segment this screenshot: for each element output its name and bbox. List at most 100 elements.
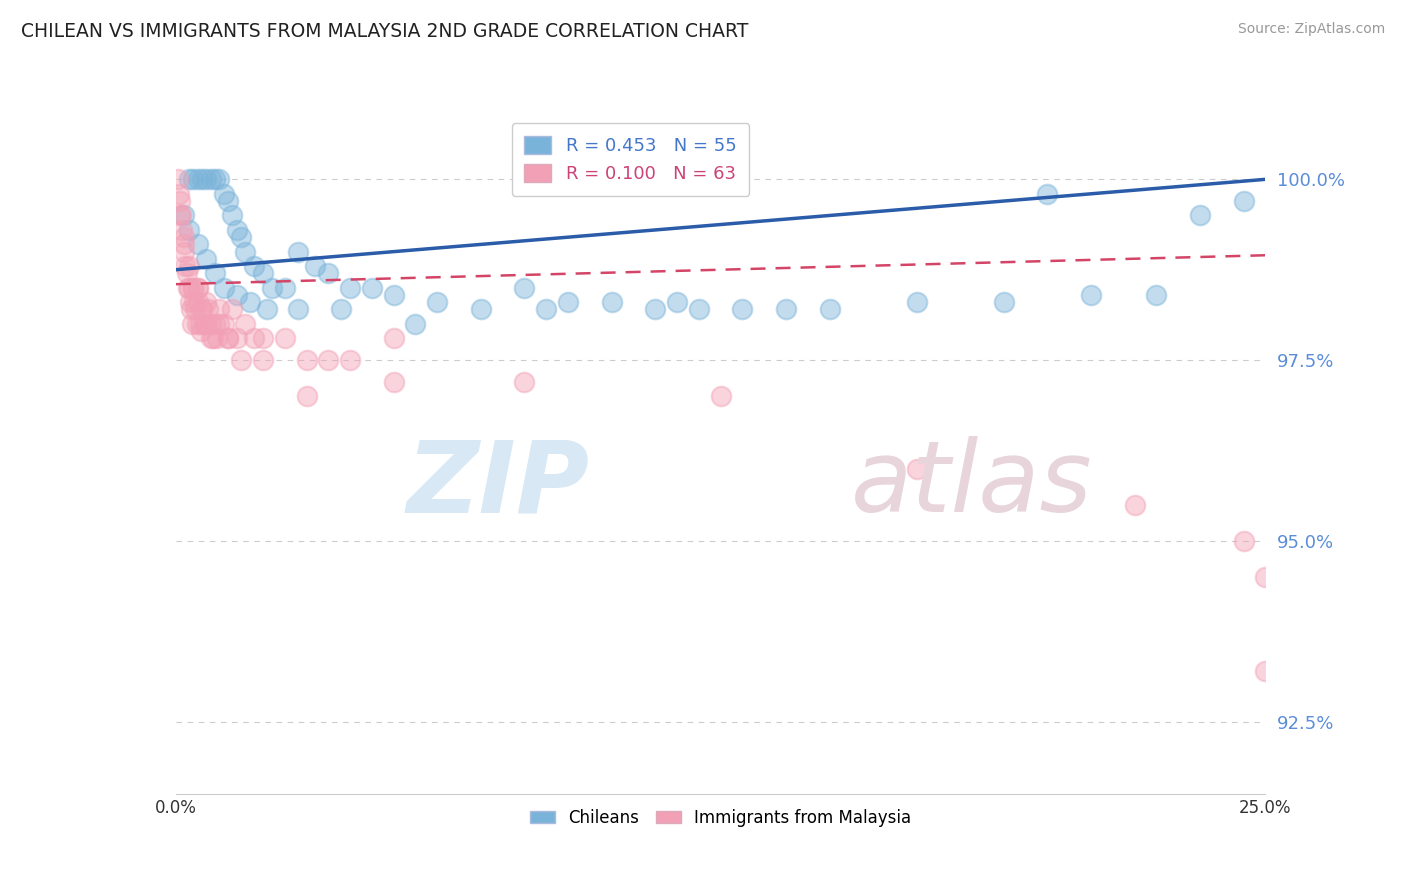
Point <box>382 375 405 389</box>
Point <box>186 281 209 295</box>
Point <box>195 317 218 331</box>
Point <box>180 302 202 317</box>
Point <box>710 389 733 403</box>
Point <box>181 172 204 186</box>
Text: ZIP: ZIP <box>406 436 591 533</box>
Point <box>179 295 201 310</box>
Point <box>173 244 195 259</box>
Point <box>205 331 228 345</box>
Point <box>184 302 207 317</box>
Point <box>666 295 689 310</box>
Point <box>274 331 297 345</box>
Point <box>470 302 492 317</box>
Point <box>177 223 200 237</box>
Point <box>339 281 361 295</box>
Point <box>688 302 710 317</box>
Point <box>1233 194 1256 208</box>
Point <box>200 172 222 186</box>
Point <box>243 259 266 273</box>
Point <box>177 259 200 273</box>
Point <box>169 194 191 208</box>
Point <box>295 353 318 368</box>
Point <box>221 302 243 317</box>
Point <box>1233 533 1256 548</box>
Point <box>169 209 191 223</box>
Point <box>195 172 218 186</box>
Point <box>339 353 361 368</box>
Point <box>217 331 239 345</box>
Point <box>186 281 209 295</box>
Point <box>217 194 239 208</box>
Point <box>252 331 274 345</box>
Text: atlas: atlas <box>852 436 1092 533</box>
Point <box>775 302 797 317</box>
Point <box>167 172 190 186</box>
Point <box>212 317 235 331</box>
Point <box>208 172 231 186</box>
Point <box>731 302 754 317</box>
Point <box>208 317 231 331</box>
Point <box>304 259 326 273</box>
Point <box>225 288 247 302</box>
Point <box>177 281 200 295</box>
Point <box>204 317 226 331</box>
Point <box>513 375 536 389</box>
Point <box>177 281 200 295</box>
Point <box>1146 288 1168 302</box>
Point <box>382 288 405 302</box>
Point <box>181 317 204 331</box>
Point <box>993 295 1015 310</box>
Point <box>217 331 239 345</box>
Point <box>231 353 253 368</box>
Legend: Chileans, Immigrants from Malaysia: Chileans, Immigrants from Malaysia <box>523 802 918 834</box>
Point <box>1123 498 1146 512</box>
Point <box>172 223 194 237</box>
Point <box>905 461 928 475</box>
Point <box>1254 570 1277 584</box>
Point <box>195 295 218 310</box>
Point <box>186 317 208 331</box>
Point <box>225 223 247 237</box>
Point <box>260 281 283 295</box>
Point <box>167 186 190 201</box>
Point <box>174 259 197 273</box>
Point <box>186 172 209 186</box>
Point <box>176 266 198 280</box>
Point <box>330 302 353 317</box>
Point <box>1036 186 1059 201</box>
Point <box>239 295 262 310</box>
Point <box>181 281 204 295</box>
Point <box>200 331 222 345</box>
Point <box>200 317 222 331</box>
Point <box>1080 288 1102 302</box>
Point <box>177 172 200 186</box>
Point <box>600 295 623 310</box>
Point <box>382 331 405 345</box>
Point <box>534 302 557 317</box>
Point <box>235 244 257 259</box>
Point <box>191 172 214 186</box>
Point <box>187 295 209 310</box>
Text: CHILEAN VS IMMIGRANTS FROM MALAYSIA 2ND GRADE CORRELATION CHART: CHILEAN VS IMMIGRANTS FROM MALAYSIA 2ND … <box>21 22 748 41</box>
Point <box>818 302 841 317</box>
Point <box>287 302 309 317</box>
Point <box>274 281 297 295</box>
Point <box>204 172 226 186</box>
Point <box>243 331 266 345</box>
Point <box>204 266 226 280</box>
Point <box>256 302 278 317</box>
Point <box>183 295 205 310</box>
Point <box>173 209 195 223</box>
Point <box>1189 209 1212 223</box>
Point <box>173 230 195 244</box>
Point <box>191 302 214 317</box>
Point <box>193 317 215 331</box>
Point <box>557 295 579 310</box>
Point <box>252 266 274 280</box>
Point <box>188 317 211 331</box>
Point <box>197 302 219 317</box>
Point <box>235 317 257 331</box>
Point <box>221 209 243 223</box>
Point <box>231 230 253 244</box>
Point <box>361 281 384 295</box>
